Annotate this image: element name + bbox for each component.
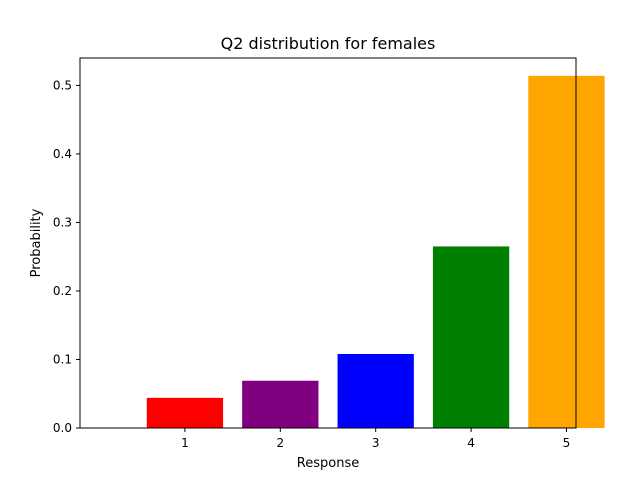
x-tick-label: 4 — [467, 436, 475, 450]
y-tick-label: 0.3 — [53, 215, 72, 229]
chart-title: Q2 distribution for females — [221, 34, 436, 53]
x-axis: 1 2 3 4 5 — [181, 428, 570, 450]
y-tick-label: 0.0 — [53, 421, 72, 435]
y-axis-label: Probability — [29, 208, 44, 277]
bar-3 — [337, 354, 414, 428]
y-tick-label: 0.4 — [53, 147, 72, 161]
bars-group — [146, 75, 605, 428]
bar-2 — [242, 380, 319, 428]
x-tick-label: 5 — [563, 436, 571, 450]
bar-1 — [146, 397, 224, 428]
x-tick-label: 2 — [276, 436, 284, 450]
x-axis-label: Response — [297, 456, 359, 471]
x-tick-label: 1 — [181, 436, 189, 450]
y-tick-label: 0.5 — [53, 78, 72, 92]
bar-5 — [528, 75, 605, 428]
y-axis: 0.0 0.1 0.2 0.3 0.4 0.5 — [53, 78, 80, 435]
y-tick-label: 0.2 — [53, 284, 72, 298]
plot-frame — [79, 57, 577, 429]
x-tick-label: 3 — [372, 436, 380, 450]
bar-4 — [432, 246, 510, 428]
y-tick-label: 0.1 — [53, 352, 72, 366]
